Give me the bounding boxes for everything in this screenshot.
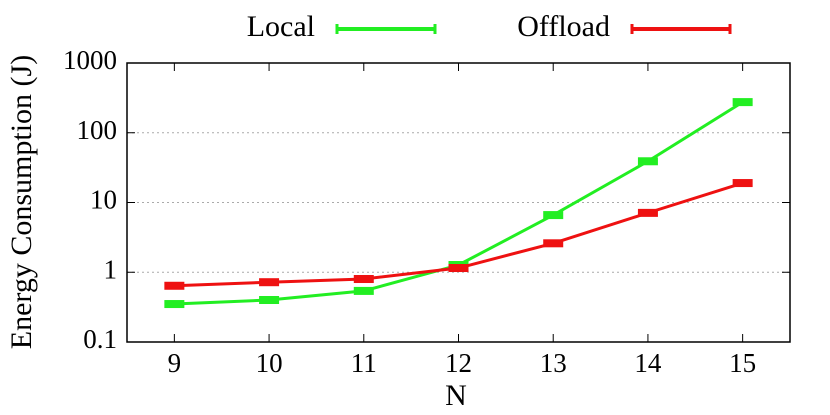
x-tick-label: 11 [351,348,377,378]
data-point [259,278,280,287]
y-tick-label: 0.1 [83,324,117,354]
y-tick-label: 1 [104,254,118,284]
data-point [732,98,753,107]
y-tick-label: 10 [90,185,117,215]
legend-label: Offload [517,10,610,43]
x-tick-label: 15 [729,348,756,378]
data-point [353,275,374,284]
y-tick-label: 100 [77,115,118,145]
data-point [543,239,564,248]
y-tick-label: 1000 [63,45,117,75]
data-point [543,211,564,220]
x-tick-label: 13 [540,348,567,378]
data-point [164,300,185,309]
data-point [353,286,374,295]
x-tick-label: 14 [634,348,662,378]
data-point [637,208,658,217]
y-axis-label: Energy Consumption (J) [5,55,38,349]
data-point [164,281,185,290]
x-axis-label: N [445,379,467,412]
data-point [637,157,658,166]
x-tick-label: 9 [168,348,182,378]
x-tick-label: 12 [445,348,472,378]
x-tick-label: 10 [256,348,283,378]
data-point [732,179,753,188]
plot-frame [126,62,791,343]
data-point [259,296,280,305]
data-point [448,264,469,273]
legend-label: Local [247,10,315,43]
